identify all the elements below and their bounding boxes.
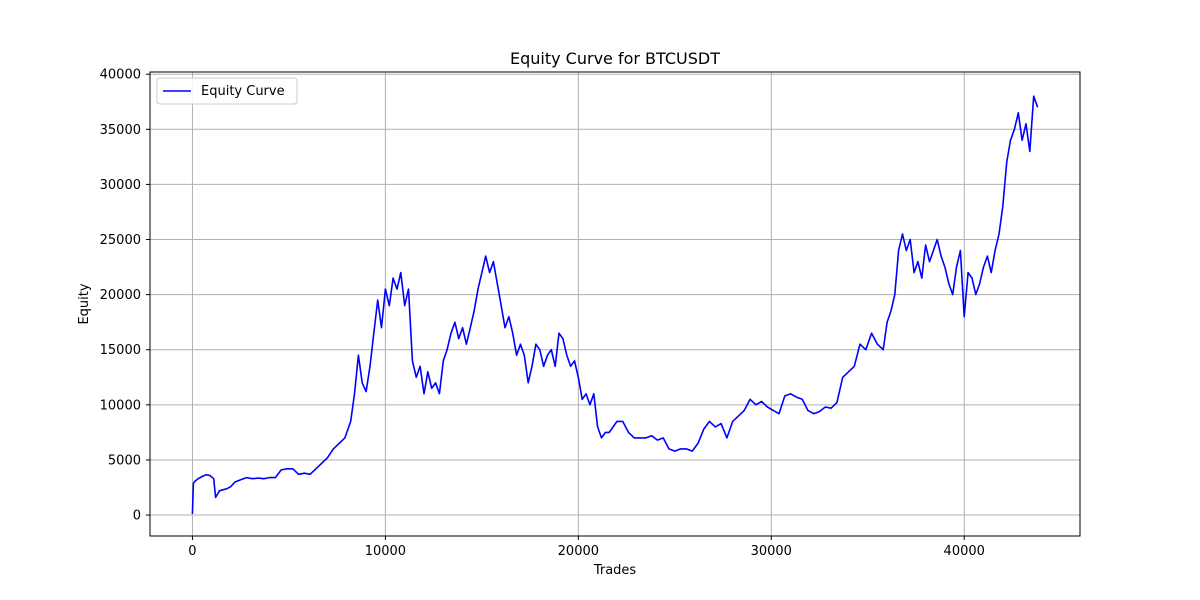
x-tick-label: 40000	[944, 544, 985, 559]
y-tick-label: 20000	[100, 288, 141, 303]
y-tick-label: 15000	[100, 343, 141, 358]
x-tick-label: 30000	[751, 544, 792, 559]
grid	[150, 72, 1080, 536]
y-tick-label: 5000	[108, 453, 141, 468]
series-layer	[191, 95, 1039, 515]
plot-area	[150, 72, 1080, 536]
chart-title: Equity Curve for BTCUSDT	[510, 49, 720, 68]
y-tick-label: 30000	[100, 178, 141, 193]
x-tick-label: 0	[188, 544, 196, 559]
plot-frame	[149, 71, 1081, 537]
y-tick-label: 10000	[100, 398, 141, 413]
y-tick-label: 40000	[100, 68, 141, 83]
y-tick-label: 25000	[100, 233, 141, 248]
series-line-equity-curve	[191, 95, 1039, 515]
y-tick-label: 0	[133, 509, 141, 524]
x-axis-label: Trades	[593, 563, 637, 578]
legend-box	[156, 77, 298, 105]
y-axis-label: Equity	[77, 283, 92, 324]
x-tick-label: 20000	[558, 544, 599, 559]
legend-label: Equity Curve	[201, 84, 285, 99]
ticks: 0 10000 20000 30000 40000 0 5000 10000 15000 2000…	[100, 68, 985, 559]
x-tick-label: 10000	[365, 544, 406, 559]
legend: Equity Curve	[156, 77, 298, 105]
y-tick-label: 35000	[100, 123, 141, 138]
